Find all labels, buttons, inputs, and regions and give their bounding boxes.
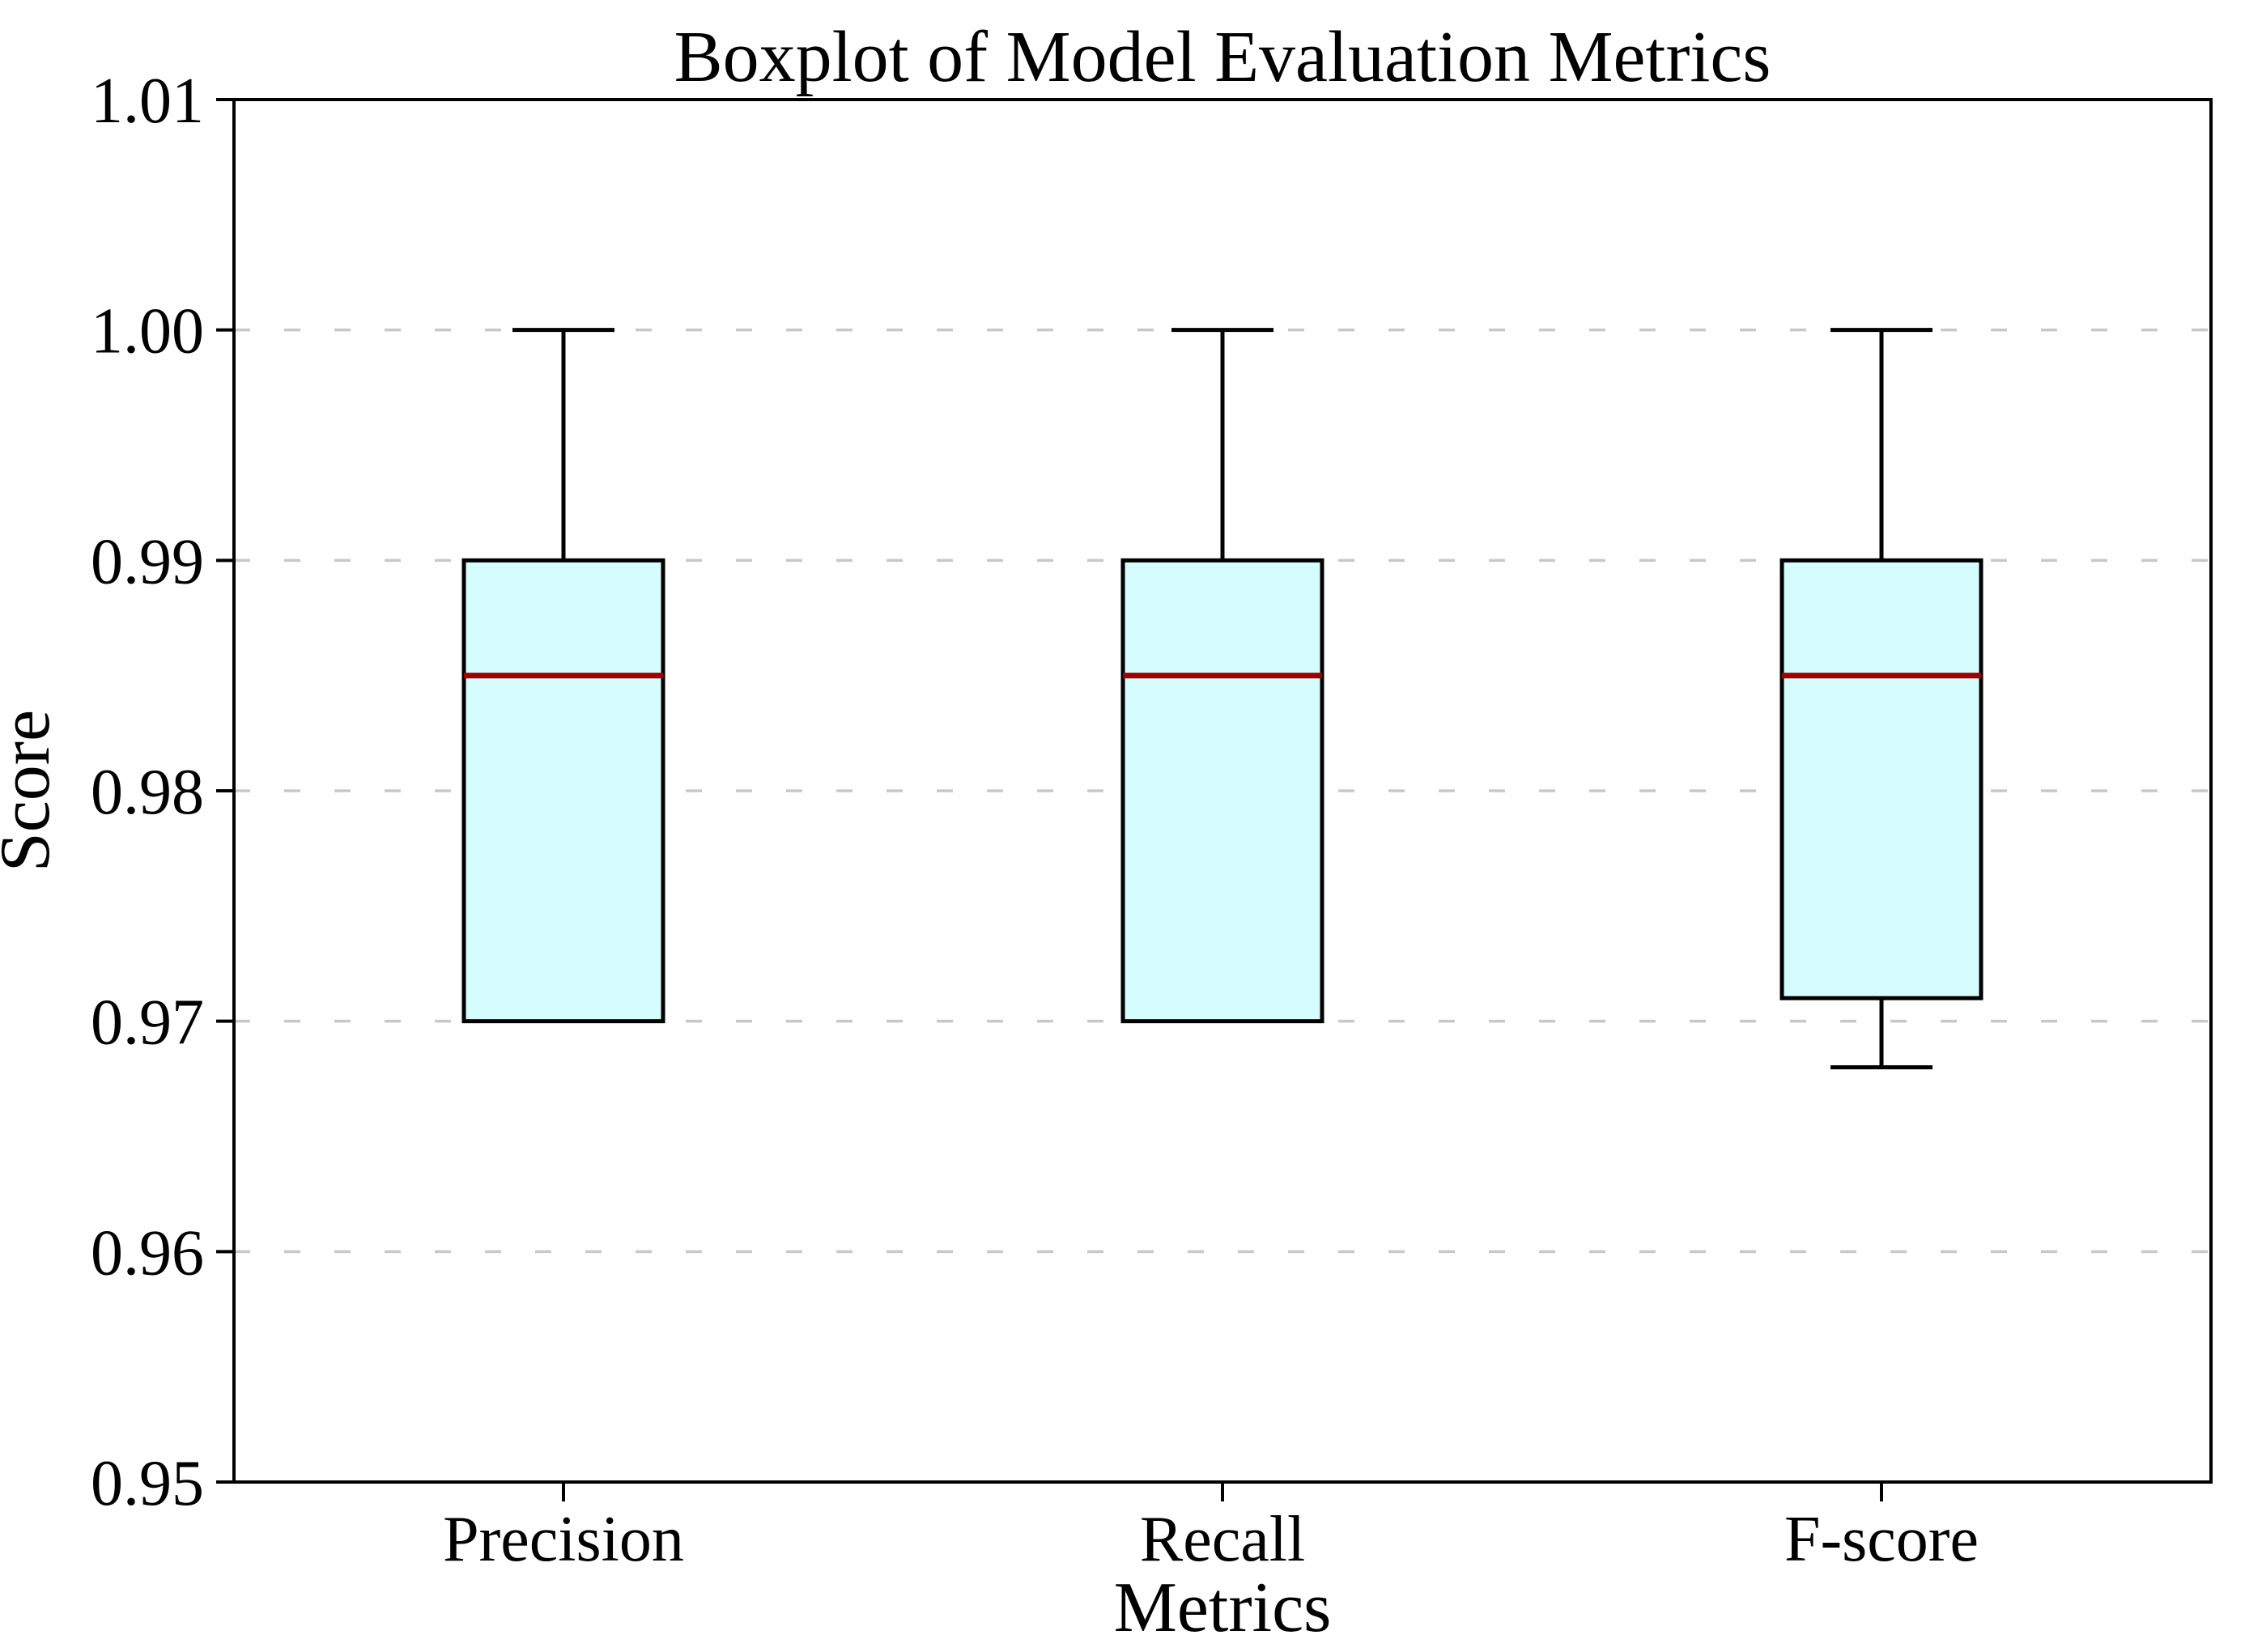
y-tick-label-0.97: 0.97 (91, 987, 204, 1059)
y-tick-label-0.95: 0.95 (91, 1448, 204, 1519)
iqr-box (1120, 558, 1324, 1024)
boxplot-precision (461, 328, 665, 1024)
x-tick-label-f-score: F-score (1784, 1504, 1979, 1575)
x-tick-label-precision: Precision (443, 1504, 684, 1575)
y-tick-label-0.96: 0.96 (91, 1217, 204, 1289)
boxplot-recall (1120, 328, 1324, 1024)
tick-label-layer: 0.95 0.96 0.97 0.98 0.99 1.00 1.01 Precision Rec… (91, 66, 1979, 1575)
iqr-box (1779, 558, 1984, 1000)
y-tick-label-0.98: 0.98 (91, 757, 204, 828)
y-tick-label-0.99: 0.99 (91, 526, 204, 597)
y-axis-label: Score (0, 710, 65, 872)
x-tick-label-recall: Recall (1140, 1504, 1305, 1575)
boxplot-f-score (1779, 328, 1984, 1070)
y-tick-label-1.01: 1.01 (91, 66, 204, 137)
x-axis-label: Metrics (1114, 1569, 1332, 1647)
box-layer (461, 328, 1984, 1070)
axis-layer (216, 98, 2213, 1501)
chart-title: Boxplot of Model Evaluation Metrics (674, 17, 1771, 97)
y-tick-label-1.00: 1.00 (91, 296, 204, 367)
iqr-box (461, 558, 665, 1024)
